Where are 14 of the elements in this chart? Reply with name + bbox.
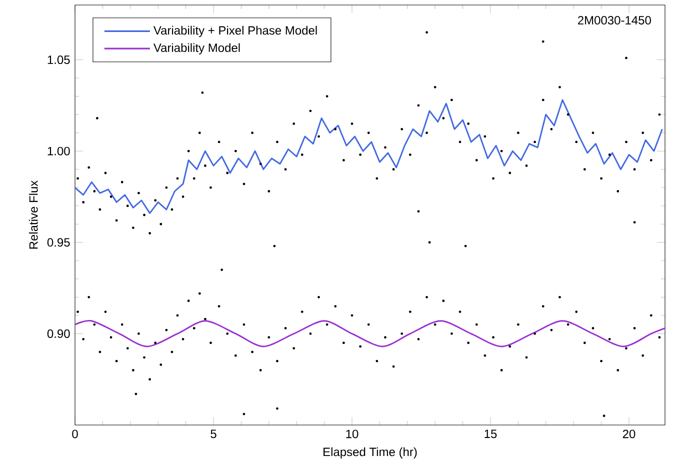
y-axis-title: Relative Flux — [28, 180, 38, 249]
x-tick-label: 5 — [210, 430, 216, 438]
legend-label: Variability + Pixel Phase Model — [153, 26, 317, 38]
x-tick-label: 20 — [622, 430, 636, 438]
y-tick-label: 0.90 — [47, 329, 70, 338]
annotation: 2M0030-1450 — [578, 16, 651, 25]
x-tick-label: 15 — [484, 430, 497, 438]
y-tick-label: 1.00 — [48, 146, 70, 156]
x-axis-title: Elapsed Time (hr) — [324, 447, 417, 459]
y-tick-label: 1.05 — [48, 56, 70, 64]
legend-label: Variability Model — [153, 43, 240, 54]
x-tick-label: 0 — [72, 430, 78, 438]
x-tick-label: 10 — [346, 430, 358, 438]
y-tick-label: 0.95 — [47, 238, 70, 247]
